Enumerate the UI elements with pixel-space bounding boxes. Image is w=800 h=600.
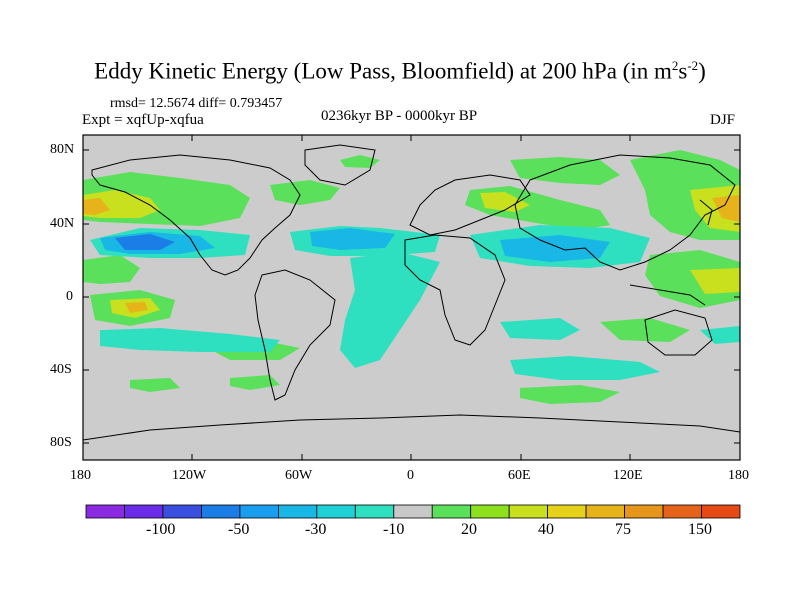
colorbar-swatch: [239, 504, 279, 519]
region-neg-pacific-core: [115, 234, 175, 250]
lon-label-120w: 120W: [172, 468, 207, 483]
colorbar-label-m10: -10: [383, 521, 405, 538]
colorbar-swatch: [162, 504, 202, 519]
region-neg-atlantic-mid: [310, 228, 395, 250]
lon-label-60w: 60W: [285, 468, 313, 483]
colorbar-swatch: [547, 504, 587, 519]
region-pos-indian-south: [520, 385, 620, 404]
lat-label-40s: 40S: [50, 362, 72, 377]
coast-australia: [644, 309, 713, 356]
colorbar-label-20: 20: [461, 521, 477, 538]
lat-label-40n: 40N: [50, 216, 75, 231]
colorbar: [85, 504, 741, 519]
lat-label-0: 0: [66, 289, 73, 304]
lon-label-120e: 120E: [613, 468, 643, 483]
plot-title: Eddy Kinetic Energy (Low Pass, Bloomfiel…: [94, 58, 706, 84]
colorbar-swatch: [470, 504, 510, 519]
season-label: DJF: [710, 112, 736, 128]
colorbar-swatch: [701, 504, 741, 519]
coast-japan: [699, 199, 713, 226]
lat-label-80n: 80N: [50, 142, 75, 157]
lon-label-60e: 60E: [508, 468, 531, 483]
rmsd-diff-stats: rmsd= 12.5674 diff= 0.793457: [110, 96, 283, 111]
region-pos-greenland: [340, 155, 380, 168]
colorbar-label-150: 150: [688, 521, 712, 538]
region-pos-atlantic: [270, 180, 340, 205]
field-layer: [83, 135, 740, 460]
lat-ticks: [83, 149, 740, 444]
region-neg-asia-mid: [500, 235, 610, 262]
colorbar-label-m50: -50: [228, 521, 250, 538]
lon-ticks: [82, 135, 741, 460]
region-neg-indian: [500, 318, 580, 340]
region-neg-australia-east: [700, 326, 740, 344]
colorbar-swatch: [431, 504, 472, 519]
colorbar-swatch: [508, 504, 549, 519]
colorbar-label-75: 75: [615, 521, 631, 538]
coast-indonesia: [629, 284, 706, 306]
colorbar-swatch: [393, 504, 433, 519]
region-pos-southern-ocean: [230, 375, 280, 390]
region-pos-south-atlantic: [130, 378, 180, 392]
region-pos-wpacific-tropics: [645, 250, 740, 308]
coastlines: [83, 144, 740, 441]
region-pos-nwpacific-max: [712, 195, 740, 222]
colorbar-swatch: [662, 504, 702, 519]
region-neg-south-indian: [510, 356, 660, 380]
region-neg-south-pacific: [100, 328, 280, 352]
coast-north-america: [91, 154, 301, 276]
colorbar-label-m30: -30: [305, 521, 327, 538]
coast-greenland: [304, 144, 376, 186]
colorbar-swatch: [277, 504, 318, 519]
region-pos-epacific-tropics: [83, 255, 140, 284]
coast-africa: [404, 234, 506, 346]
period-label: 0236kyr BP - 0000kyr BP: [321, 108, 478, 124]
colorbar-swatch: [624, 504, 664, 519]
colorbar-swatch: [585, 504, 625, 519]
region-pos-wpacific-core: [690, 268, 740, 294]
coast-antarctica: [83, 414, 740, 441]
region-pos-europe-north: [510, 157, 620, 185]
region-pos-australia-south: [600, 318, 690, 342]
region-pos-npacific-max: [83, 198, 110, 215]
region-neg-tropical-atlantic: [340, 252, 440, 368]
region-pos-asia-core: [480, 192, 530, 212]
lon-label-180-west: 180: [70, 468, 91, 483]
colorbar-swatch: [200, 504, 241, 519]
colorbar-label-40: 40: [538, 521, 554, 538]
colorbar-swatch: [354, 504, 395, 519]
lat-label-80s: 80S: [50, 435, 72, 450]
colorbar-swatch: [316, 504, 356, 519]
colorbar-swatch: [124, 504, 164, 519]
colorbar-swatch: [85, 504, 125, 519]
coast-asia: [514, 154, 736, 271]
lon-label-0: 0: [407, 468, 414, 483]
experiment-label: Expt = xqfUp-xqfua: [82, 112, 204, 128]
coast-south-america: [254, 269, 336, 401]
colorbar-label-m100: -100: [146, 521, 176, 538]
region-pos-epacific-max: [125, 302, 148, 313]
lon-label-180-east: 180: [728, 468, 749, 483]
